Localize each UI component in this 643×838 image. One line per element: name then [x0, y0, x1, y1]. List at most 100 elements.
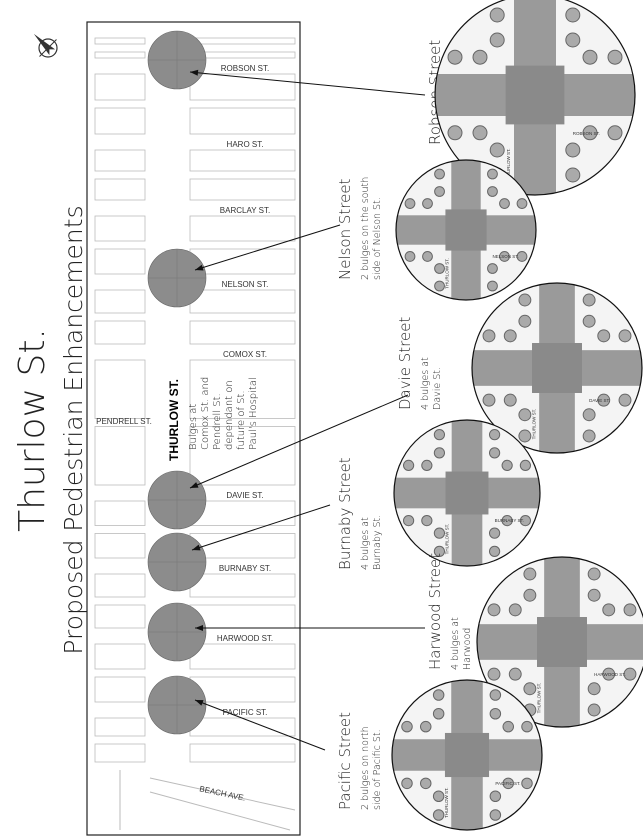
- callout-note: 4 bulges at: [450, 617, 461, 670]
- tree-icon: [489, 708, 502, 720]
- intersection-detail[interactable]: HARWOOD ST. THURLOW ST.: [477, 557, 643, 727]
- tree-icon: [618, 393, 632, 407]
- tree-icon: [502, 777, 514, 790]
- street-label: BURNABY ST.: [219, 564, 271, 573]
- city-block: [94, 717, 146, 737]
- note-line: Comox St. and: [200, 377, 211, 450]
- street-label: PACIFIC ST.: [223, 708, 268, 717]
- callout-note: side of Pacific St.: [372, 729, 383, 810]
- tree-icon: [447, 125, 463, 141]
- tree-icon: [518, 314, 532, 328]
- tree-icon: [582, 314, 596, 328]
- leader-arrow: [194, 224, 341, 271]
- intersection-detail[interactable]: ROBSON ST. THURLOW ST.: [435, 0, 635, 195]
- callout-nelson-street: Nelson Street 2 bulges on the south side o…: [194, 159, 537, 301]
- intersection-detail[interactable]: DAVIE ST. THURLOW ST.: [472, 283, 642, 453]
- tree-icon: [503, 329, 517, 343]
- callout-note: 4 bulges at: [420, 357, 431, 410]
- tree-icon: [518, 293, 532, 307]
- detail-thurlow-label: THURLOW ST.: [537, 683, 542, 714]
- tree-icon: [433, 545, 446, 558]
- tree-icon: [482, 393, 496, 407]
- city-block: [94, 743, 146, 763]
- callout-robson-street: Robson StreetBulge on SW cornerat Robson…: [189, 0, 636, 196]
- city-block: [94, 676, 146, 703]
- city-block: [189, 676, 296, 703]
- street-label: COMOX ST.: [223, 350, 267, 359]
- tree-icon: [482, 329, 496, 343]
- tree-icon: [489, 32, 505, 48]
- tree-icon: [623, 603, 637, 617]
- tree-icon: [487, 186, 498, 197]
- leader-arrow: [189, 394, 409, 489]
- beach-avenue-edge: [119, 770, 296, 831]
- tree-icon: [602, 603, 616, 617]
- tree-icon: [421, 459, 433, 472]
- tree-icon: [503, 393, 517, 407]
- pendrell-label: PENDRELL ST.: [96, 417, 152, 426]
- city-block: [189, 178, 296, 201]
- intersection-highlight[interactable]: [147, 602, 207, 662]
- tree-icon: [523, 682, 537, 696]
- arrowhead-icon: [195, 700, 204, 706]
- tree-icon: [489, 689, 502, 701]
- intersection-detail[interactable]: NELSON ST. THURLOW ST.: [396, 160, 536, 300]
- tree-icon: [447, 49, 463, 65]
- tree-icon: [402, 514, 415, 527]
- tree-icon: [489, 790, 502, 802]
- city-block: [94, 248, 146, 275]
- callout-title: Pacific Street: [336, 712, 354, 810]
- callout-note: Davie St.: [432, 367, 443, 410]
- tree-icon: [472, 49, 488, 65]
- callout-note: Burnaby St.: [372, 515, 383, 570]
- leader-arrow: [194, 699, 326, 751]
- intersection-highlight[interactable]: [147, 248, 207, 308]
- tree-icon: [582, 49, 598, 65]
- tree-icon: [432, 708, 445, 720]
- tree-icon: [508, 603, 522, 617]
- tree-icon: [487, 263, 498, 274]
- tree-icon: [519, 514, 532, 527]
- tree-icon: [487, 667, 501, 681]
- intersection-detail[interactable]: BURNABY ST. THURLOW ST.: [394, 420, 540, 566]
- city-block: [94, 426, 146, 486]
- intersection-highlight[interactable]: [147, 675, 207, 735]
- detail-thurlow-label: THURLOW ST.: [444, 787, 449, 818]
- city-block: [94, 604, 146, 629]
- tree-icon: [487, 168, 498, 180]
- tree-icon: [434, 186, 445, 197]
- tree-icon: [582, 125, 598, 141]
- intersection-highlight[interactable]: [147, 30, 207, 90]
- tree-icon: [519, 459, 532, 472]
- thurlow-label: THURLOW ST.: [167, 379, 181, 461]
- intersection-highlight[interactable]: [147, 532, 207, 592]
- city-block: [94, 73, 146, 101]
- detail-street-label: DAVIE ST.: [589, 398, 610, 403]
- north-arrow-icon: [33, 33, 58, 58]
- tree-icon: [488, 428, 501, 441]
- tree-icon: [499, 251, 510, 262]
- city-block: [189, 359, 296, 419]
- tree-icon: [516, 198, 528, 209]
- tree-icon: [582, 293, 596, 307]
- city-block: [189, 643, 296, 670]
- tree-icon: [587, 588, 601, 602]
- city-block: [94, 533, 146, 559]
- city-block: [94, 643, 146, 670]
- detail-street-label: NELSON ST.: [492, 254, 518, 259]
- detail-thurlow-label: THURLOW ST.: [532, 409, 537, 440]
- city-block: [94, 320, 146, 345]
- note-line: Paul's Hospital: [248, 377, 259, 450]
- callout-burnaby-street: Burnaby Street 4 bulges at Burnaby St. BURN…: [191, 419, 541, 570]
- intersection-detail[interactable]: PACIFIC ST. THURLOW ST.: [392, 680, 542, 830]
- tree-icon: [422, 198, 433, 209]
- tree-icon: [432, 809, 445, 821]
- tree-icon: [420, 720, 432, 733]
- city-blocks: [94, 37, 296, 831]
- tree-icon: [434, 168, 445, 180]
- intersection-highlight[interactable]: [147, 470, 207, 530]
- city-block: [94, 500, 146, 526]
- callout-title: Burnaby Street: [336, 457, 354, 570]
- tree-icon: [402, 459, 415, 472]
- city-block: [94, 359, 146, 419]
